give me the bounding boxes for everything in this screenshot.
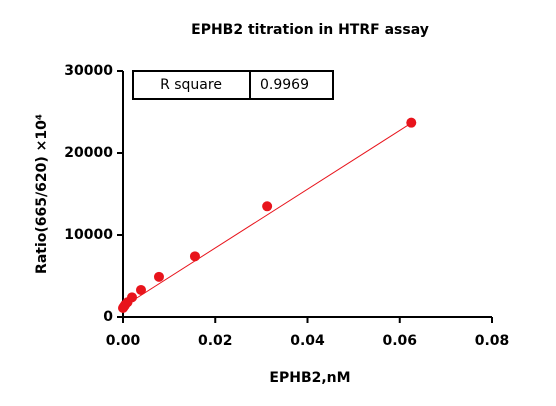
data-point — [135, 284, 146, 295]
y-axis-label: Ratio(665/620) ×10⁴ — [34, 114, 50, 274]
data-point — [406, 117, 417, 128]
table-cell: 0.9969 — [260, 77, 309, 93]
data-point — [189, 251, 200, 262]
fit-line — [122, 122, 412, 308]
x-axis-label: EPHB2,nM — [269, 370, 350, 386]
x-tick-label: 0.08 — [475, 333, 510, 349]
data-point — [262, 201, 273, 212]
x-tick-label: 0.00 — [106, 333, 141, 349]
y-tick-label: 0 — [103, 309, 113, 325]
x-tick-label: 0.06 — [382, 333, 417, 349]
chart-title: EPHB2 titration in HTRF assay — [191, 22, 429, 38]
table-cell: R square — [160, 77, 222, 93]
x-tick-label: 0.04 — [290, 333, 325, 349]
y-tick-label: 10000 — [64, 227, 113, 243]
data-point — [153, 271, 164, 282]
data-point — [126, 292, 137, 303]
y-tick-label: 30000 — [64, 63, 113, 79]
y-tick-label: 20000 — [64, 145, 113, 161]
inset-table — [132, 70, 334, 100]
x-tick-label: 0.02 — [198, 333, 233, 349]
